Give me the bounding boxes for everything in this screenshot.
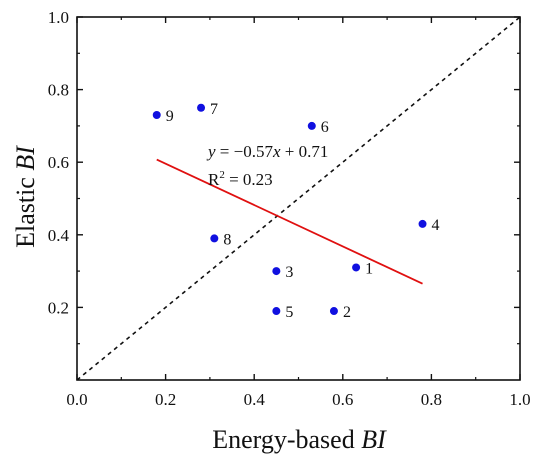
x-axis-title: Energy-based BI (212, 425, 387, 454)
x-tick-label: 1.0 (509, 390, 530, 409)
regression-line (156, 158, 423, 285)
data-point-label: 3 (285, 264, 293, 281)
data-point-label: 4 (432, 217, 440, 234)
data-point-label: 1 (365, 260, 373, 277)
y-tick-label: 0.6 (48, 153, 69, 172)
data-point (329, 307, 338, 316)
data-point-label: 7 (210, 101, 218, 118)
x-tick-label: 0.2 (155, 390, 176, 409)
data-point (352, 263, 361, 272)
data-point (418, 219, 427, 228)
data-point (152, 111, 161, 120)
y-tick-label: 0.4 (48, 226, 70, 245)
y-tick-label: 1.0 (48, 8, 69, 27)
reference-line (76, 16, 521, 381)
x-tick-label: 0.0 (66, 390, 87, 409)
y-axis-title: Elastic BI (11, 145, 40, 248)
x-tick-label: 0.6 (332, 390, 353, 409)
data-point (272, 267, 281, 276)
r-squared-label: R2 = 0.23 (208, 169, 273, 189)
y-tick-label: 0.8 (48, 81, 69, 100)
data-point-label: 5 (285, 304, 293, 321)
data-point-label: 9 (166, 108, 174, 125)
data-point-label: 6 (321, 119, 329, 136)
x-tick-label: 0.4 (244, 390, 266, 409)
y-tick-label: 0.2 (48, 298, 69, 317)
data-point (210, 234, 219, 243)
data-point (272, 307, 281, 316)
data-point (307, 121, 316, 130)
data-point (197, 103, 206, 112)
data-point-label: 2 (343, 304, 351, 321)
regression-equation: y = −0.57x + 0.71 (206, 142, 328, 161)
x-tick-label: 0.8 (421, 390, 442, 409)
data-point-label: 8 (223, 231, 231, 248)
